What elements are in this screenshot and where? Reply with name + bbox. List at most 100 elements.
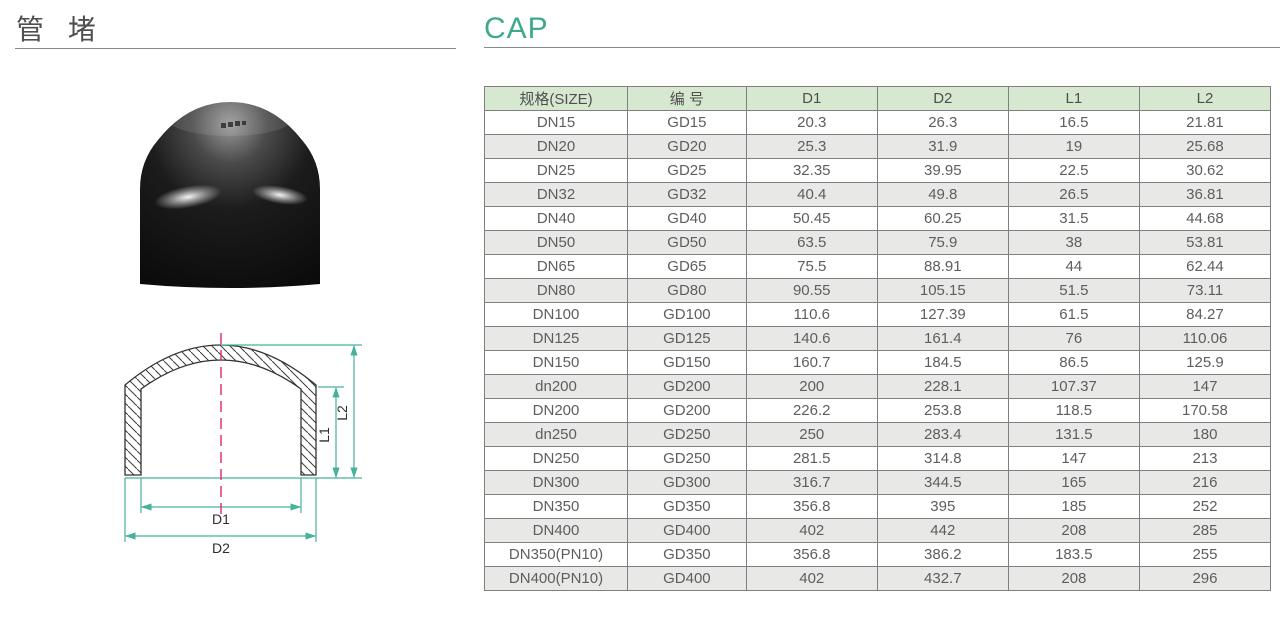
- table-cell: GD200: [627, 398, 747, 423]
- table-cell: DN250: [483, 446, 629, 471]
- table-row: dn200 GD200 200 228.1 107.37 147: [483, 374, 1272, 399]
- table-cell: 125.9: [1138, 350, 1272, 375]
- table-body: DN15 GD15 20.3 26.3 16.5 21.81 DN20 GD20 25.3 31.…: [483, 110, 1272, 591]
- table-cell: DN200: [483, 398, 629, 423]
- table-row: DN50 GD50 63.5 75.9 38 53.81: [483, 230, 1272, 255]
- table-cell: GD40: [627, 206, 747, 231]
- table-cell: GD150: [627, 350, 747, 375]
- table-cell: 208: [1007, 518, 1140, 543]
- table-cell: 62.44: [1138, 254, 1272, 279]
- table-cell: 127.39: [876, 302, 1009, 327]
- table-cell: 107.37: [1007, 374, 1140, 399]
- table-row: DN65 GD65 75.5 88.91 44 62.44: [483, 254, 1272, 279]
- table-cell: GD20: [627, 134, 747, 159]
- table-cell: GD350: [627, 542, 747, 567]
- table-cell: 63.5: [745, 230, 878, 255]
- table-cell: 402: [745, 518, 878, 543]
- table-cell: 147: [1007, 446, 1140, 471]
- table-cell: 76: [1007, 326, 1140, 351]
- table-row: DN20 GD20 25.3 31.9 19 25.68: [483, 134, 1272, 159]
- table-cell: DN20: [483, 134, 629, 159]
- table-cell: dn250: [483, 422, 629, 447]
- table-cell: GD250: [627, 446, 747, 471]
- table-cell: 208: [1007, 566, 1140, 591]
- table-cell: 39.95: [876, 158, 1009, 183]
- table-cell: 19: [1007, 134, 1140, 159]
- table-cell: 147: [1138, 374, 1272, 399]
- table-cell: GD15: [627, 110, 747, 135]
- spec-table: 规格(SIZE) 编 号 D1 D2 L1 L2 DN15 GD15 20.3 26.3 16.5…: [483, 86, 1272, 591]
- table-cell: 314.8: [876, 446, 1009, 471]
- table-cell: DN50: [483, 230, 629, 255]
- table-cell: 49.8: [876, 182, 1009, 207]
- table-cell: DN100: [483, 302, 629, 327]
- table-cell: 86.5: [1007, 350, 1140, 375]
- table-cell: 30.62: [1138, 158, 1272, 183]
- table-row: DN100 GD100 110.6 127.39 61.5 84.27: [483, 302, 1272, 327]
- table-cell: dn200: [483, 374, 629, 399]
- table-cell: 90.55: [745, 278, 878, 303]
- table-cell: GD400: [627, 518, 747, 543]
- table-cell: 44: [1007, 254, 1140, 279]
- page-title-chinese: 管 堵: [16, 14, 104, 45]
- table-cell: 26.5: [1007, 182, 1140, 207]
- table-row: DN40 GD40 50.45 60.25 31.5 44.68: [483, 206, 1272, 231]
- column-header: 编 号: [627, 86, 747, 111]
- table-cell: 344.5: [876, 470, 1009, 495]
- table-cell: 118.5: [1007, 398, 1140, 423]
- table-cell: 73.11: [1138, 278, 1272, 303]
- table-row: DN350(PN10) GD350 356.8 386.2 183.5 255: [483, 542, 1272, 567]
- table-cell: GD80: [627, 278, 747, 303]
- table-cell: 26.3: [876, 110, 1009, 135]
- cap-section-outline: [124, 344, 317, 476]
- table-cell: 22.5: [1007, 158, 1140, 183]
- table-cell: DN350: [483, 494, 629, 519]
- table-cell: 16.5: [1007, 110, 1140, 135]
- cap-silhouette: [140, 102, 320, 288]
- table-cell: 296: [1138, 566, 1272, 591]
- table-cell: 25.68: [1138, 134, 1272, 159]
- table-cell: GD65: [627, 254, 747, 279]
- table-cell: 180: [1138, 422, 1272, 447]
- table-cell: 131.5: [1007, 422, 1140, 447]
- table-cell: 316.7: [745, 470, 878, 495]
- dim-label-l1: L1: [316, 427, 332, 443]
- table-cell: 32.35: [745, 158, 878, 183]
- cap-logo-mark: [221, 121, 246, 128]
- table-cell: 40.4: [745, 182, 878, 207]
- table-cell: 84.27: [1138, 302, 1272, 327]
- table-cell: DN32: [483, 182, 629, 207]
- page-title-english: CAP: [484, 12, 549, 45]
- table-cell: 38: [1007, 230, 1140, 255]
- table-cell: 25.3: [745, 134, 878, 159]
- table-cell: 75.5: [745, 254, 878, 279]
- header-row: 规格(SIZE) 编 号 D1 D2 L1 L2: [483, 86, 1272, 111]
- table-cell: 285: [1138, 518, 1272, 543]
- table-cell: DN300: [483, 470, 629, 495]
- table-cell: 20.3: [745, 110, 878, 135]
- table-cell: GD400: [627, 566, 747, 591]
- table-cell: GD200: [627, 374, 747, 399]
- product-photo-cap: [140, 102, 320, 288]
- cap-highlight-left: [154, 184, 222, 210]
- table-cell: 185: [1007, 494, 1140, 519]
- table-cell: 160.7: [745, 350, 878, 375]
- table-cell: 183.5: [1007, 542, 1140, 567]
- table-cell: 283.4: [876, 422, 1009, 447]
- table-row: DN400(PN10) GD400 402 432.7 208 296: [483, 566, 1272, 591]
- table-cell: DN80: [483, 278, 629, 303]
- table-row: DN400 GD400 402 442 208 285: [483, 518, 1272, 543]
- table-cell: 161.4: [876, 326, 1009, 351]
- table-cell: DN40: [483, 206, 629, 231]
- table-row: DN125 GD125 140.6 161.4 76 110.06: [483, 326, 1272, 351]
- table-row: DN250 GD250 281.5 314.8 147 213: [483, 446, 1272, 471]
- table-cell: GD25: [627, 158, 747, 183]
- table-cell: 51.5: [1007, 278, 1140, 303]
- table-cell: 31.9: [876, 134, 1009, 159]
- table-cell: DN400: [483, 518, 629, 543]
- dim-label-d2: D2: [212, 540, 230, 556]
- technical-drawing: L2 L1 D1 D2: [124, 333, 362, 556]
- table-cell: 60.25: [876, 206, 1009, 231]
- table-cell: 402: [745, 566, 878, 591]
- table-cell: 110.6: [745, 302, 878, 327]
